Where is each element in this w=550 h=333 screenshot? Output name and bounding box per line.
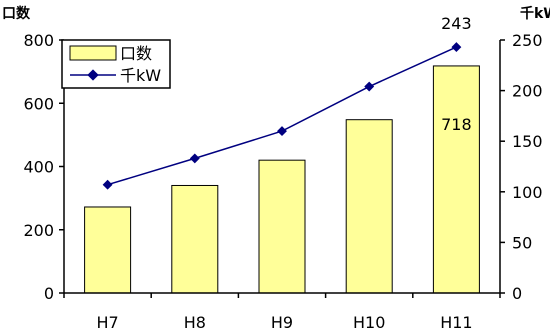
x-tick-label: H11 bbox=[440, 313, 472, 332]
bar-H7 bbox=[84, 206, 132, 294]
left-tick-label: 400 bbox=[23, 158, 54, 177]
line-point-H8 bbox=[189, 153, 200, 164]
legend-bar-swatch bbox=[69, 45, 117, 61]
left-tick-label: 200 bbox=[23, 221, 54, 240]
left-tick-label: 600 bbox=[23, 94, 54, 113]
right-tick-label: 250 bbox=[512, 31, 543, 50]
x-tick-label: H10 bbox=[353, 313, 385, 332]
legend: 口数 千kW bbox=[61, 39, 171, 89]
x-tick-label: H9 bbox=[271, 313, 293, 332]
plot-area: 0 200 400 600 800 0 50 100 150 200 250 H7 H8 H9 H10 H11… bbox=[23, 14, 542, 332]
right-tick-label: 0 bbox=[512, 284, 522, 303]
legend-line-label: 千kW bbox=[120, 66, 161, 85]
x-tick-label: H7 bbox=[96, 313, 118, 332]
left-tick-label: 800 bbox=[23, 31, 54, 50]
right-tick-label: 200 bbox=[512, 82, 543, 101]
data-label-千kW-H11: 243 bbox=[441, 14, 472, 33]
right-tick-label: 50 bbox=[512, 233, 532, 252]
x-tick-label: H8 bbox=[184, 313, 206, 332]
right-tick-label: 150 bbox=[512, 132, 543, 151]
right-axis-title: 千kW bbox=[520, 5, 550, 22]
legend-bar-label: 口数 bbox=[120, 44, 152, 63]
data-label-口数-H11: 718 bbox=[441, 115, 472, 134]
left-axis-title: 口数 bbox=[2, 5, 31, 22]
line-point-H7 bbox=[102, 179, 113, 190]
line-point-H11 bbox=[451, 42, 462, 53]
bar-H9 bbox=[258, 159, 306, 294]
bar-H8 bbox=[171, 184, 219, 294]
left-tick-label: 0 bbox=[44, 284, 54, 303]
line-point-H9 bbox=[277, 126, 287, 137]
bar-H11 bbox=[432, 65, 480, 294]
bar-H10 bbox=[345, 119, 393, 294]
line-point-H10 bbox=[364, 81, 375, 92]
right-tick-label: 100 bbox=[512, 183, 543, 202]
